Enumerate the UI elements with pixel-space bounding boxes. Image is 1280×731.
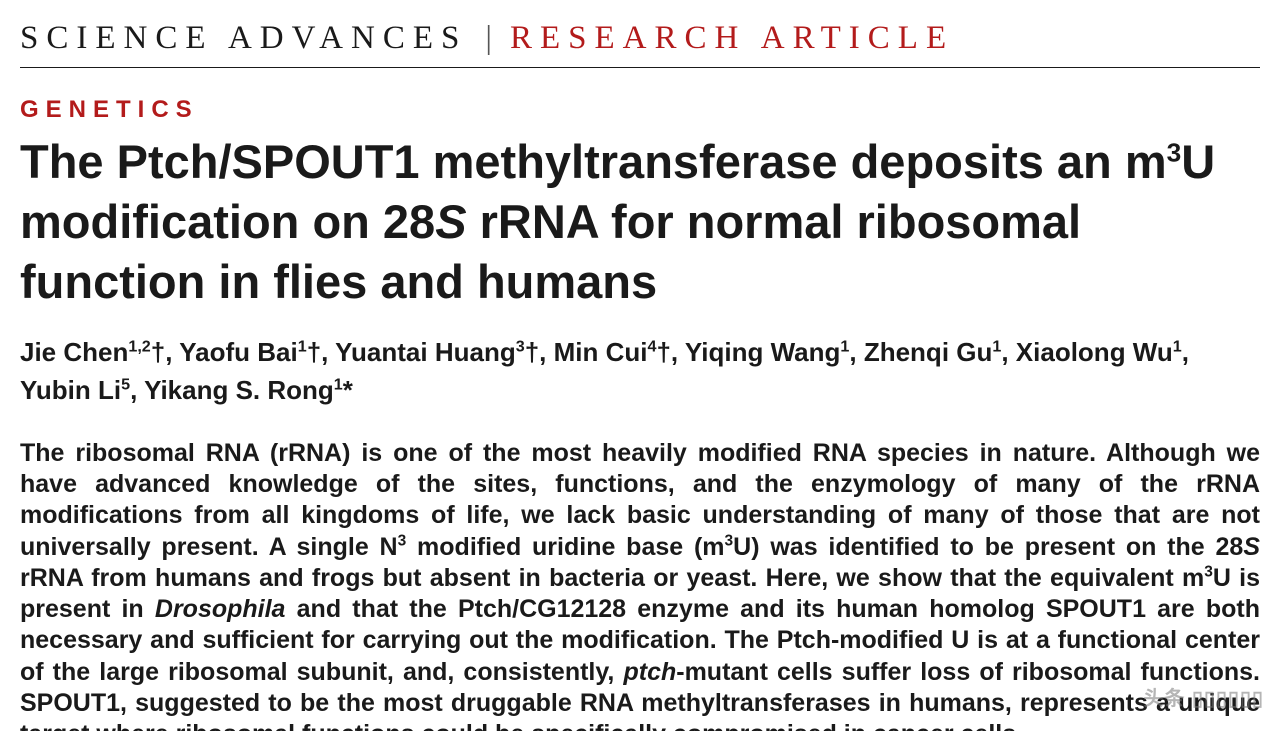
article-category: GENETICS (20, 96, 1260, 124)
masthead-divider: | (485, 20, 492, 57)
author-list: Jie Chen1,2†, Yaofu Bai1†, Yuantai Huang… (20, 334, 1260, 409)
article-abstract: The ribosomal RNA (rRNA) is one of the m… (20, 438, 1260, 731)
article-type: RESEARCH ARTICLE (510, 20, 954, 57)
article-page: SCIENCE ADVANCES | RESEARCH ARTICLE GENE… (0, 0, 1280, 731)
journal-name: SCIENCE ADVANCES (20, 20, 467, 57)
masthead: SCIENCE ADVANCES | RESEARCH ARTICLE (20, 20, 1260, 68)
article-title: The Ptch/SPOUT1 methyltransferase deposi… (20, 132, 1260, 312)
